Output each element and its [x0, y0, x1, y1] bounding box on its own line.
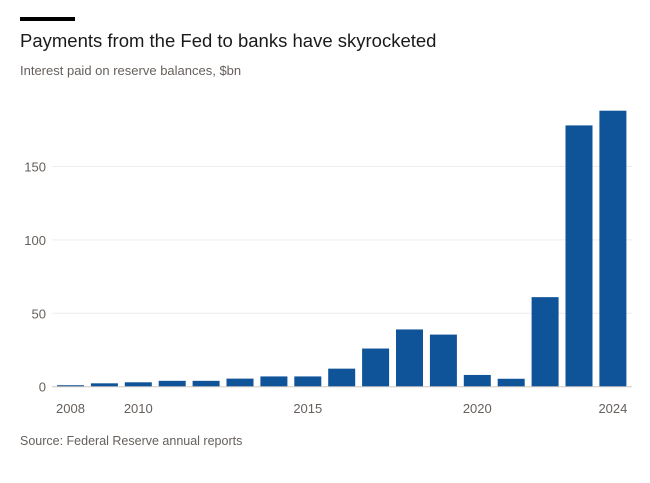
bar-2024: [599, 110, 627, 387]
bar-2013: [226, 378, 254, 387]
x-tick-label: 2010: [124, 401, 153, 416]
bar-2019: [429, 334, 457, 387]
bar-2018: [396, 329, 423, 387]
chart-subtitle: Interest paid on reserve balances, $bn: [20, 63, 242, 78]
bar-2012: [192, 380, 220, 387]
bar-2011: [158, 380, 186, 387]
y-tick-label: 150: [24, 160, 46, 175]
bar-2008: [57, 385, 84, 387]
bar-2010: [124, 382, 152, 387]
bar-2017: [362, 348, 390, 387]
bar-2020: [463, 374, 491, 387]
x-tick-label: 2015: [293, 401, 322, 416]
y-tick-label: 0: [39, 380, 46, 395]
source-note: Source: Federal Reserve annual reports: [20, 434, 243, 448]
bar-2009: [90, 383, 118, 387]
bar-2022: [531, 297, 559, 387]
bar-2021: [497, 378, 525, 387]
y-tick-label: 100: [24, 233, 46, 248]
chart-title: Payments from the Fed to banks have skyr…: [20, 30, 437, 51]
x-tick-label: 2020: [463, 401, 492, 416]
x-tick-label: 2008: [56, 401, 85, 416]
bar-2014: [260, 376, 288, 387]
header-rule: [20, 17, 75, 21]
bar-2015: [294, 376, 322, 387]
y-tick-label: 50: [32, 306, 46, 321]
bar-2016: [328, 368, 356, 387]
bar-2023: [565, 125, 593, 387]
x-tick-label: 2024: [598, 401, 627, 416]
